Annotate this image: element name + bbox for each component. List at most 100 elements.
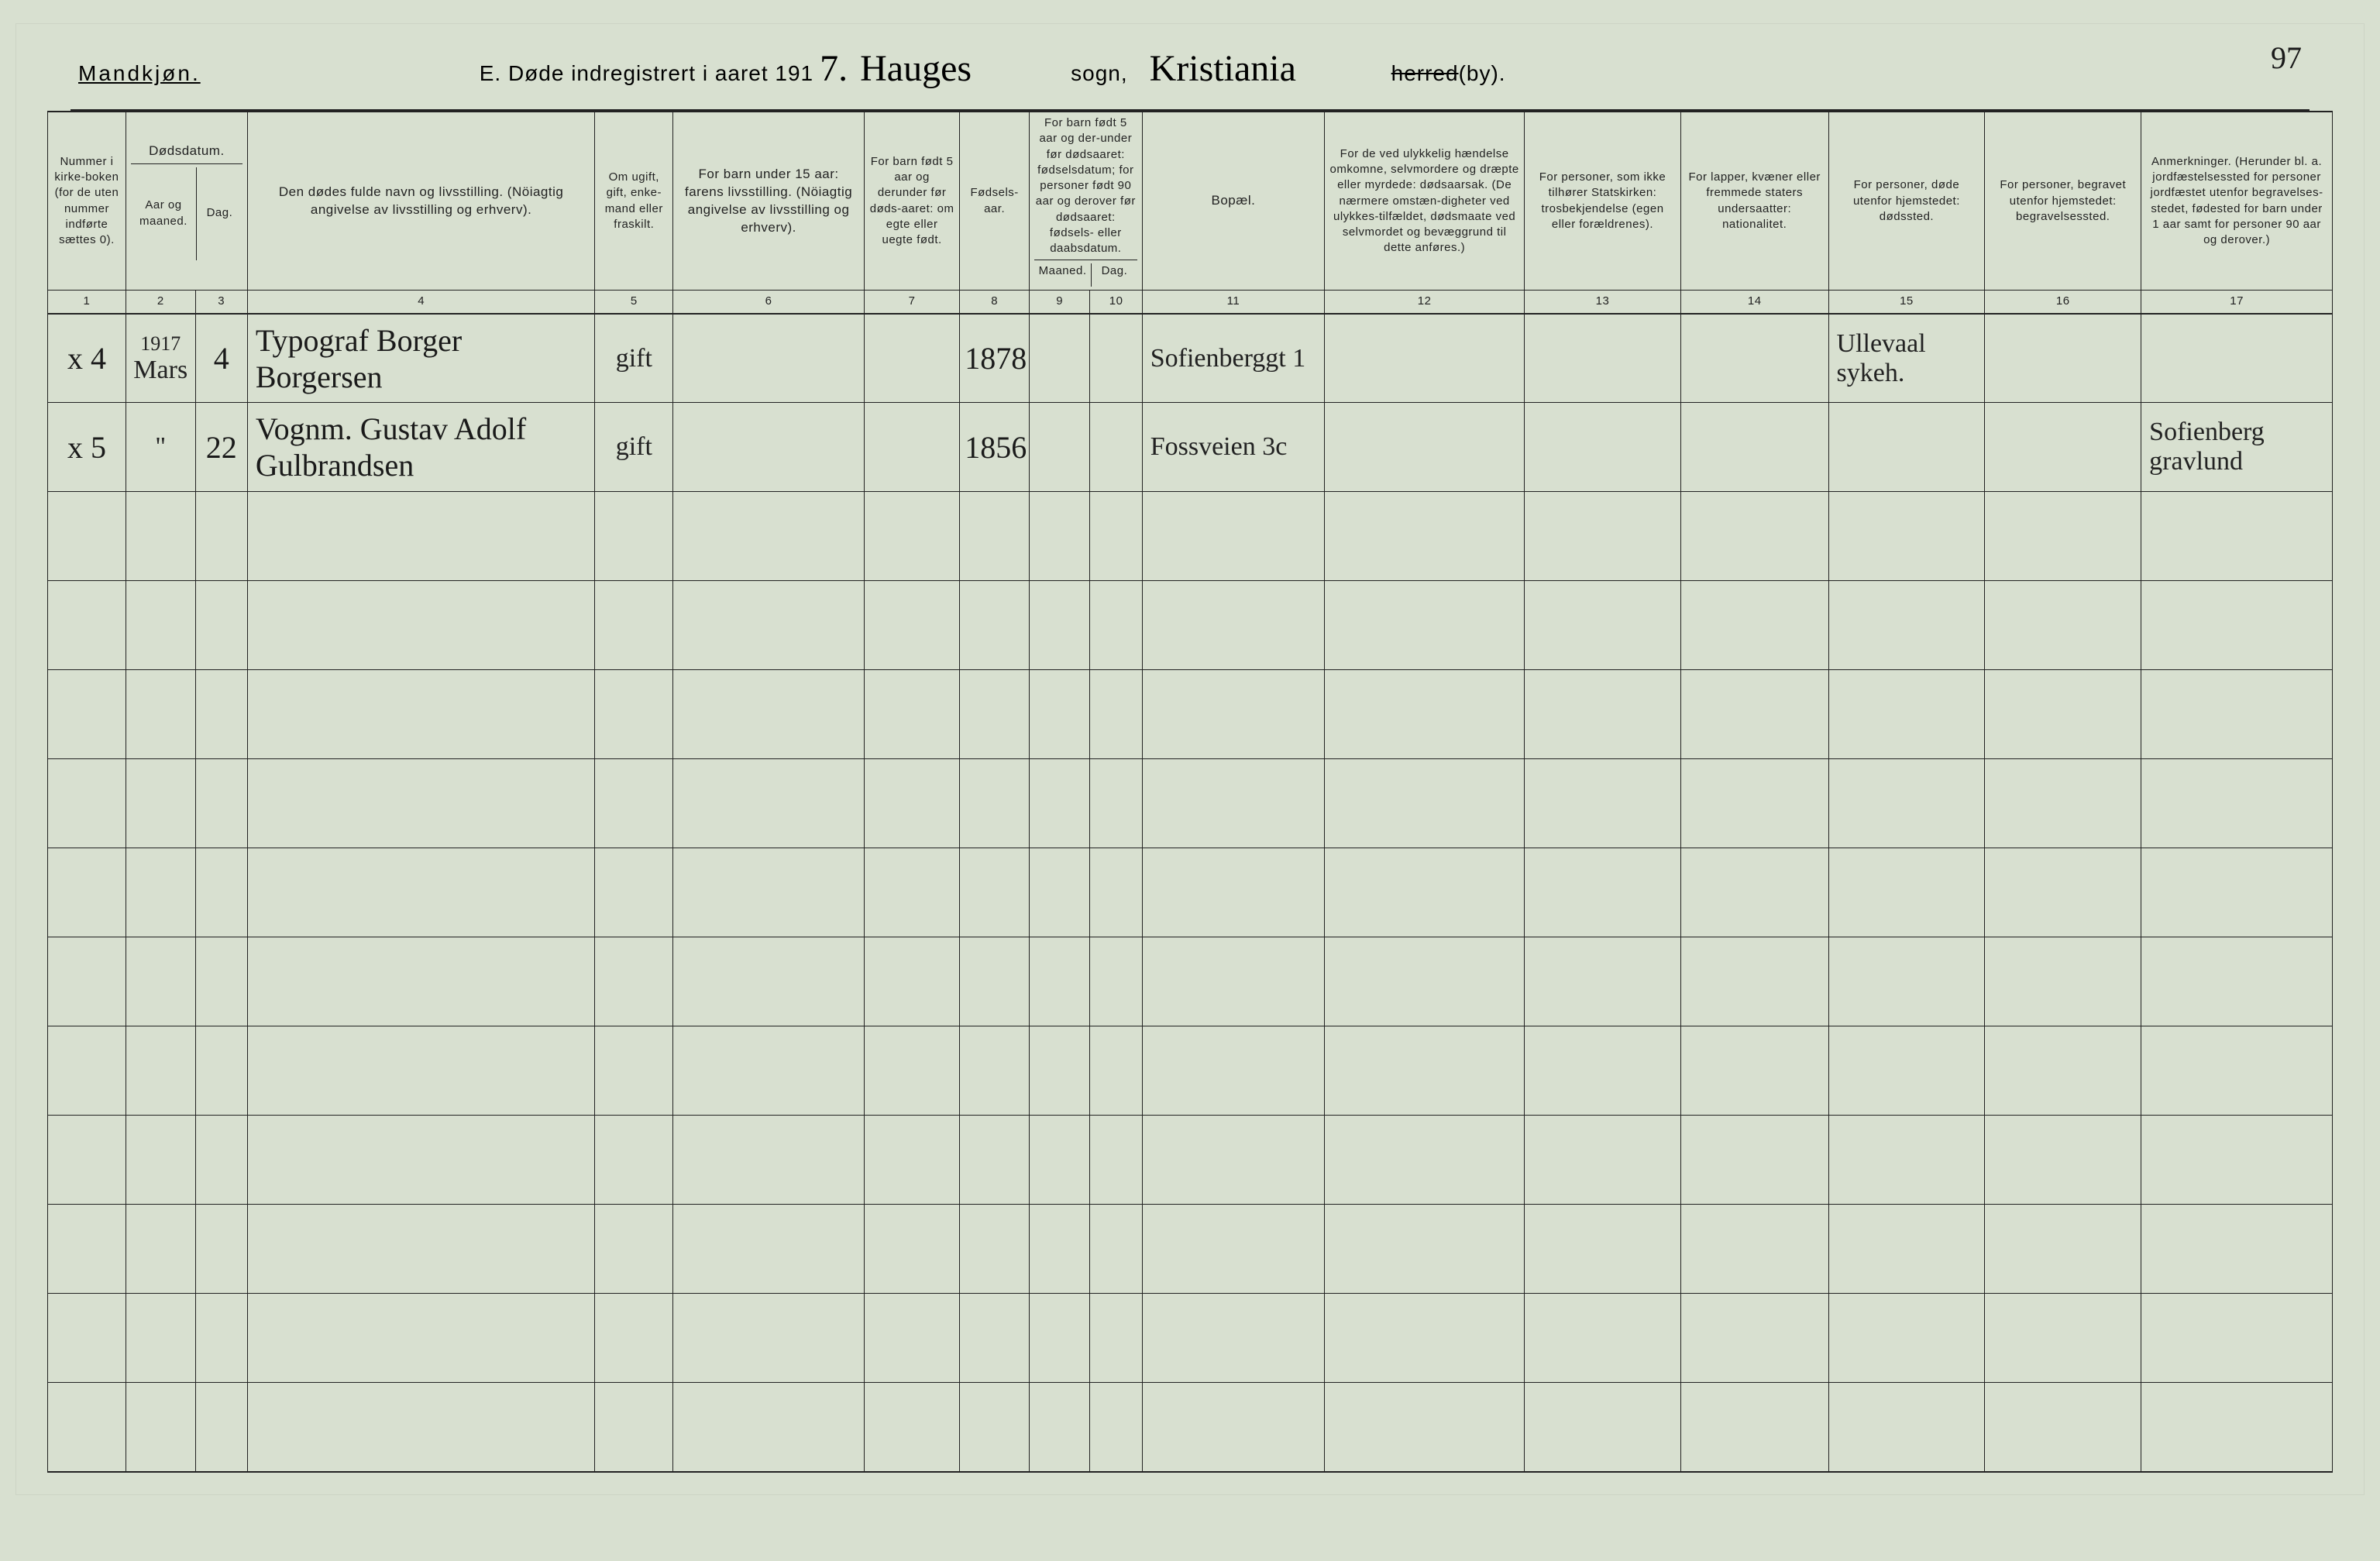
cell — [1525, 314, 1681, 403]
table-row — [48, 759, 2333, 848]
ledger-table: Nummer i kirke-boken (for de uten nummer… — [47, 111, 2333, 1473]
cell — [1090, 403, 1142, 492]
sogn-label: sogn, — [1071, 61, 1128, 86]
year-suffix: 7. — [813, 47, 854, 90]
table-body: x 4 1917 Mars 4 Typograf Borger Borgerse… — [48, 314, 2333, 1472]
cell-note — [2141, 314, 2333, 403]
page-number: 97 — [2271, 40, 2302, 76]
colnum: 14 — [1680, 291, 1828, 314]
header-row: Nummer i kirke-boken (for de uten nummer… — [48, 112, 2333, 291]
cell-deathplace — [1828, 403, 1985, 492]
cell — [673, 403, 865, 492]
herred-struck: herred — [1391, 61, 1459, 86]
cell — [1985, 314, 2141, 403]
table-row — [48, 492, 2333, 581]
col-header-15: For personer, døde utenfor hjemstedet: d… — [1828, 112, 1985, 291]
col-header-6: For barn under 15 aar: farens livsstilli… — [673, 112, 865, 291]
colnum: 7 — [864, 291, 959, 314]
colnum: 11 — [1142, 291, 1324, 314]
cell-name: Typograf Borger Borgersen — [247, 314, 595, 403]
cell-year-above: 1917 — [131, 332, 191, 356]
colnum: 10 — [1090, 291, 1142, 314]
table-row: x 5 " 22 Vognm. Gustav Adolf Gulbrandsen… — [48, 403, 2333, 492]
cell-deathplace: Ullevaal sykeh. — [1828, 314, 1985, 403]
col-header-7: For barn født 5 aar og derunder før døds… — [864, 112, 959, 291]
cell-num: x 4 — [48, 314, 126, 403]
cell-name: Vognm. Gustav Adolf Gulbrandsen — [247, 403, 595, 492]
cell — [1090, 314, 1142, 403]
table-row: x 4 1917 Mars 4 Typograf Borger Borgerse… — [48, 314, 2333, 403]
colnum: 15 — [1828, 291, 1985, 314]
col-header-4: Den dødes fulde navn og livsstilling. (N… — [247, 112, 595, 291]
cell-residence: Sofienberggt 1 — [1142, 314, 1324, 403]
cell — [1029, 314, 1089, 403]
cell — [1680, 314, 1828, 403]
col-header-12: For de ved ulykkelig hændelse omkomne, s… — [1325, 112, 1525, 291]
col-header-dag2: Dag. — [1092, 263, 1137, 287]
colnum: 6 — [673, 291, 865, 314]
colnum: 16 — [1985, 291, 2141, 314]
title-prefix: E. Døde indregistrert i aaret 191 — [480, 61, 813, 86]
col-header-2-3: Dødsdatum. Aar og maaned. Dag. — [126, 112, 247, 291]
cell — [1985, 403, 2141, 492]
col-header-8: Fødsels-aar. — [960, 112, 1030, 291]
table-row — [48, 848, 2333, 937]
colnum: 13 — [1525, 291, 1681, 314]
col-header-dodsdatum: Dødsdatum. — [131, 143, 242, 164]
cell-day: 22 — [195, 403, 247, 492]
ledger-page: 97 Mandkjøn. E. Døde indregistrert i aar… — [15, 23, 2365, 1495]
cell — [673, 314, 865, 403]
table-row — [48, 937, 2333, 1026]
col-header-dag: Dag. — [197, 167, 242, 260]
colnum: 4 — [247, 291, 595, 314]
title-row: Mandkjøn. E. Døde indregistrert i aaret … — [47, 47, 2333, 109]
colnum: 17 — [2141, 291, 2333, 314]
colnum: 12 — [1325, 291, 1525, 314]
table-row — [48, 1294, 2333, 1383]
col-header-14: For lapper, kvæner eller fremmede stater… — [1680, 112, 1828, 291]
table-row — [48, 1116, 2333, 1205]
cell-marital: gift — [595, 403, 673, 492]
colnum: 1 — [48, 291, 126, 314]
column-number-row: 1 2 3 4 5 6 7 8 9 10 11 12 13 14 15 16 1… — [48, 291, 2333, 314]
cell-month: " — [126, 403, 195, 492]
cell-birthyear: 1856 — [960, 403, 1030, 492]
table-row — [48, 1383, 2333, 1472]
col-header-9-10: For barn født 5 aar og der-under før død… — [1029, 112, 1142, 291]
cell — [864, 403, 959, 492]
cell-month: 1917 Mars — [126, 314, 195, 403]
col-header-1: Nummer i kirke-boken (for de uten nummer… — [48, 112, 126, 291]
colnum: 2 — [126, 291, 195, 314]
colnum: 8 — [960, 291, 1030, 314]
cell — [1680, 403, 1828, 492]
table-row — [48, 1026, 2333, 1116]
cell-note: Sofienberg gravlund — [2141, 403, 2333, 492]
cell-birthyear: 1878 — [960, 314, 1030, 403]
gender-label: Mandkjøn. — [78, 61, 201, 86]
col-header-11: Bopæl. — [1142, 112, 1324, 291]
col-header-maaned: Maaned. — [1034, 263, 1092, 287]
col-header-17: Anmerkninger. (Herunder bl. a. jordfæste… — [2141, 112, 2333, 291]
colnum: 9 — [1029, 291, 1089, 314]
cell — [1029, 403, 1089, 492]
col-header-birth-detail: For barn født 5 aar og der-under før død… — [1034, 115, 1137, 260]
cell-day: 4 — [195, 314, 247, 403]
table-row — [48, 670, 2333, 759]
cell-month-val: Mars — [131, 356, 191, 385]
table-row — [48, 1205, 2333, 1294]
colnum: 3 — [195, 291, 247, 314]
cell-residence: Fossveien 3c — [1142, 403, 1324, 492]
cell-num: x 5 — [48, 403, 126, 492]
col-header-5: Om ugift, gift, enke-mand eller fraskilt… — [595, 112, 673, 291]
herred-value: Kristiania — [1144, 47, 1391, 90]
table-row — [48, 581, 2333, 670]
cell — [1325, 403, 1525, 492]
colnum: 5 — [595, 291, 673, 314]
herred-suffix: (by). — [1459, 61, 1506, 86]
cell — [1525, 403, 1681, 492]
cell — [864, 314, 959, 403]
col-header-13: For personer, som ikke tilhører Statskir… — [1525, 112, 1681, 291]
cell-marital: gift — [595, 314, 673, 403]
cell — [1325, 314, 1525, 403]
col-header-aar-maaned: Aar og maaned. — [131, 167, 197, 260]
